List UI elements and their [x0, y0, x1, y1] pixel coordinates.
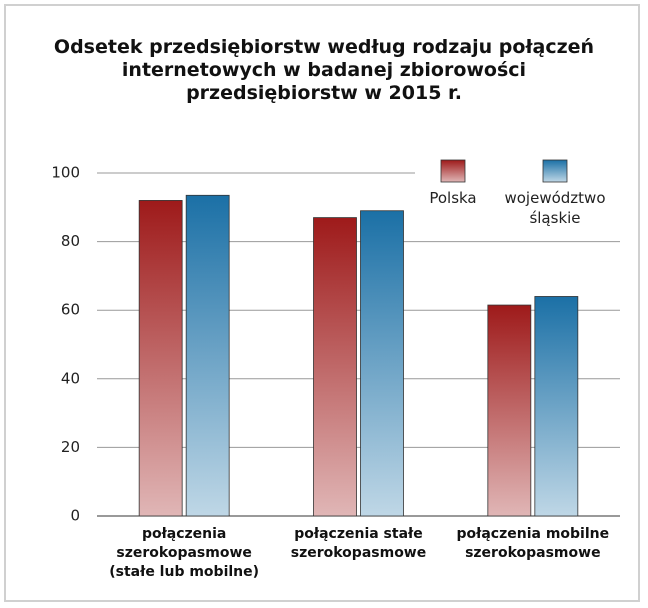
- y-tick-label: 80: [61, 232, 80, 250]
- frame: [4, 4, 640, 602]
- legend-swatch: [542, 159, 568, 183]
- x-tick-label: połączenia szerokopasmowe (stałe lub mob…: [109, 526, 260, 580]
- legend-label: województwo śląskie: [504, 189, 606, 227]
- legend-swatch: [440, 159, 466, 183]
- chart-title: Odsetek przedsiębiorstw według rodzaju p…: [53, 36, 595, 104]
- legend-label: Polska: [429, 189, 477, 207]
- x-tick-label: połączenia mobilne szerokopasmowe: [456, 526, 610, 561]
- bar: [534, 296, 579, 517]
- y-tick-label: 40: [61, 369, 80, 387]
- y-tick-label: 20: [61, 438, 80, 456]
- y-tick-label: 100: [51, 164, 80, 182]
- bar: [138, 200, 183, 517]
- y-tick-label: 60: [61, 301, 80, 319]
- y-tick-label: 0: [70, 507, 80, 525]
- bar: [360, 210, 404, 517]
- bar: [487, 304, 532, 517]
- bar: [313, 217, 357, 517]
- x-tick-label: połączenia stałe szerokopasmowe: [290, 526, 427, 561]
- bar: [185, 194, 230, 517]
